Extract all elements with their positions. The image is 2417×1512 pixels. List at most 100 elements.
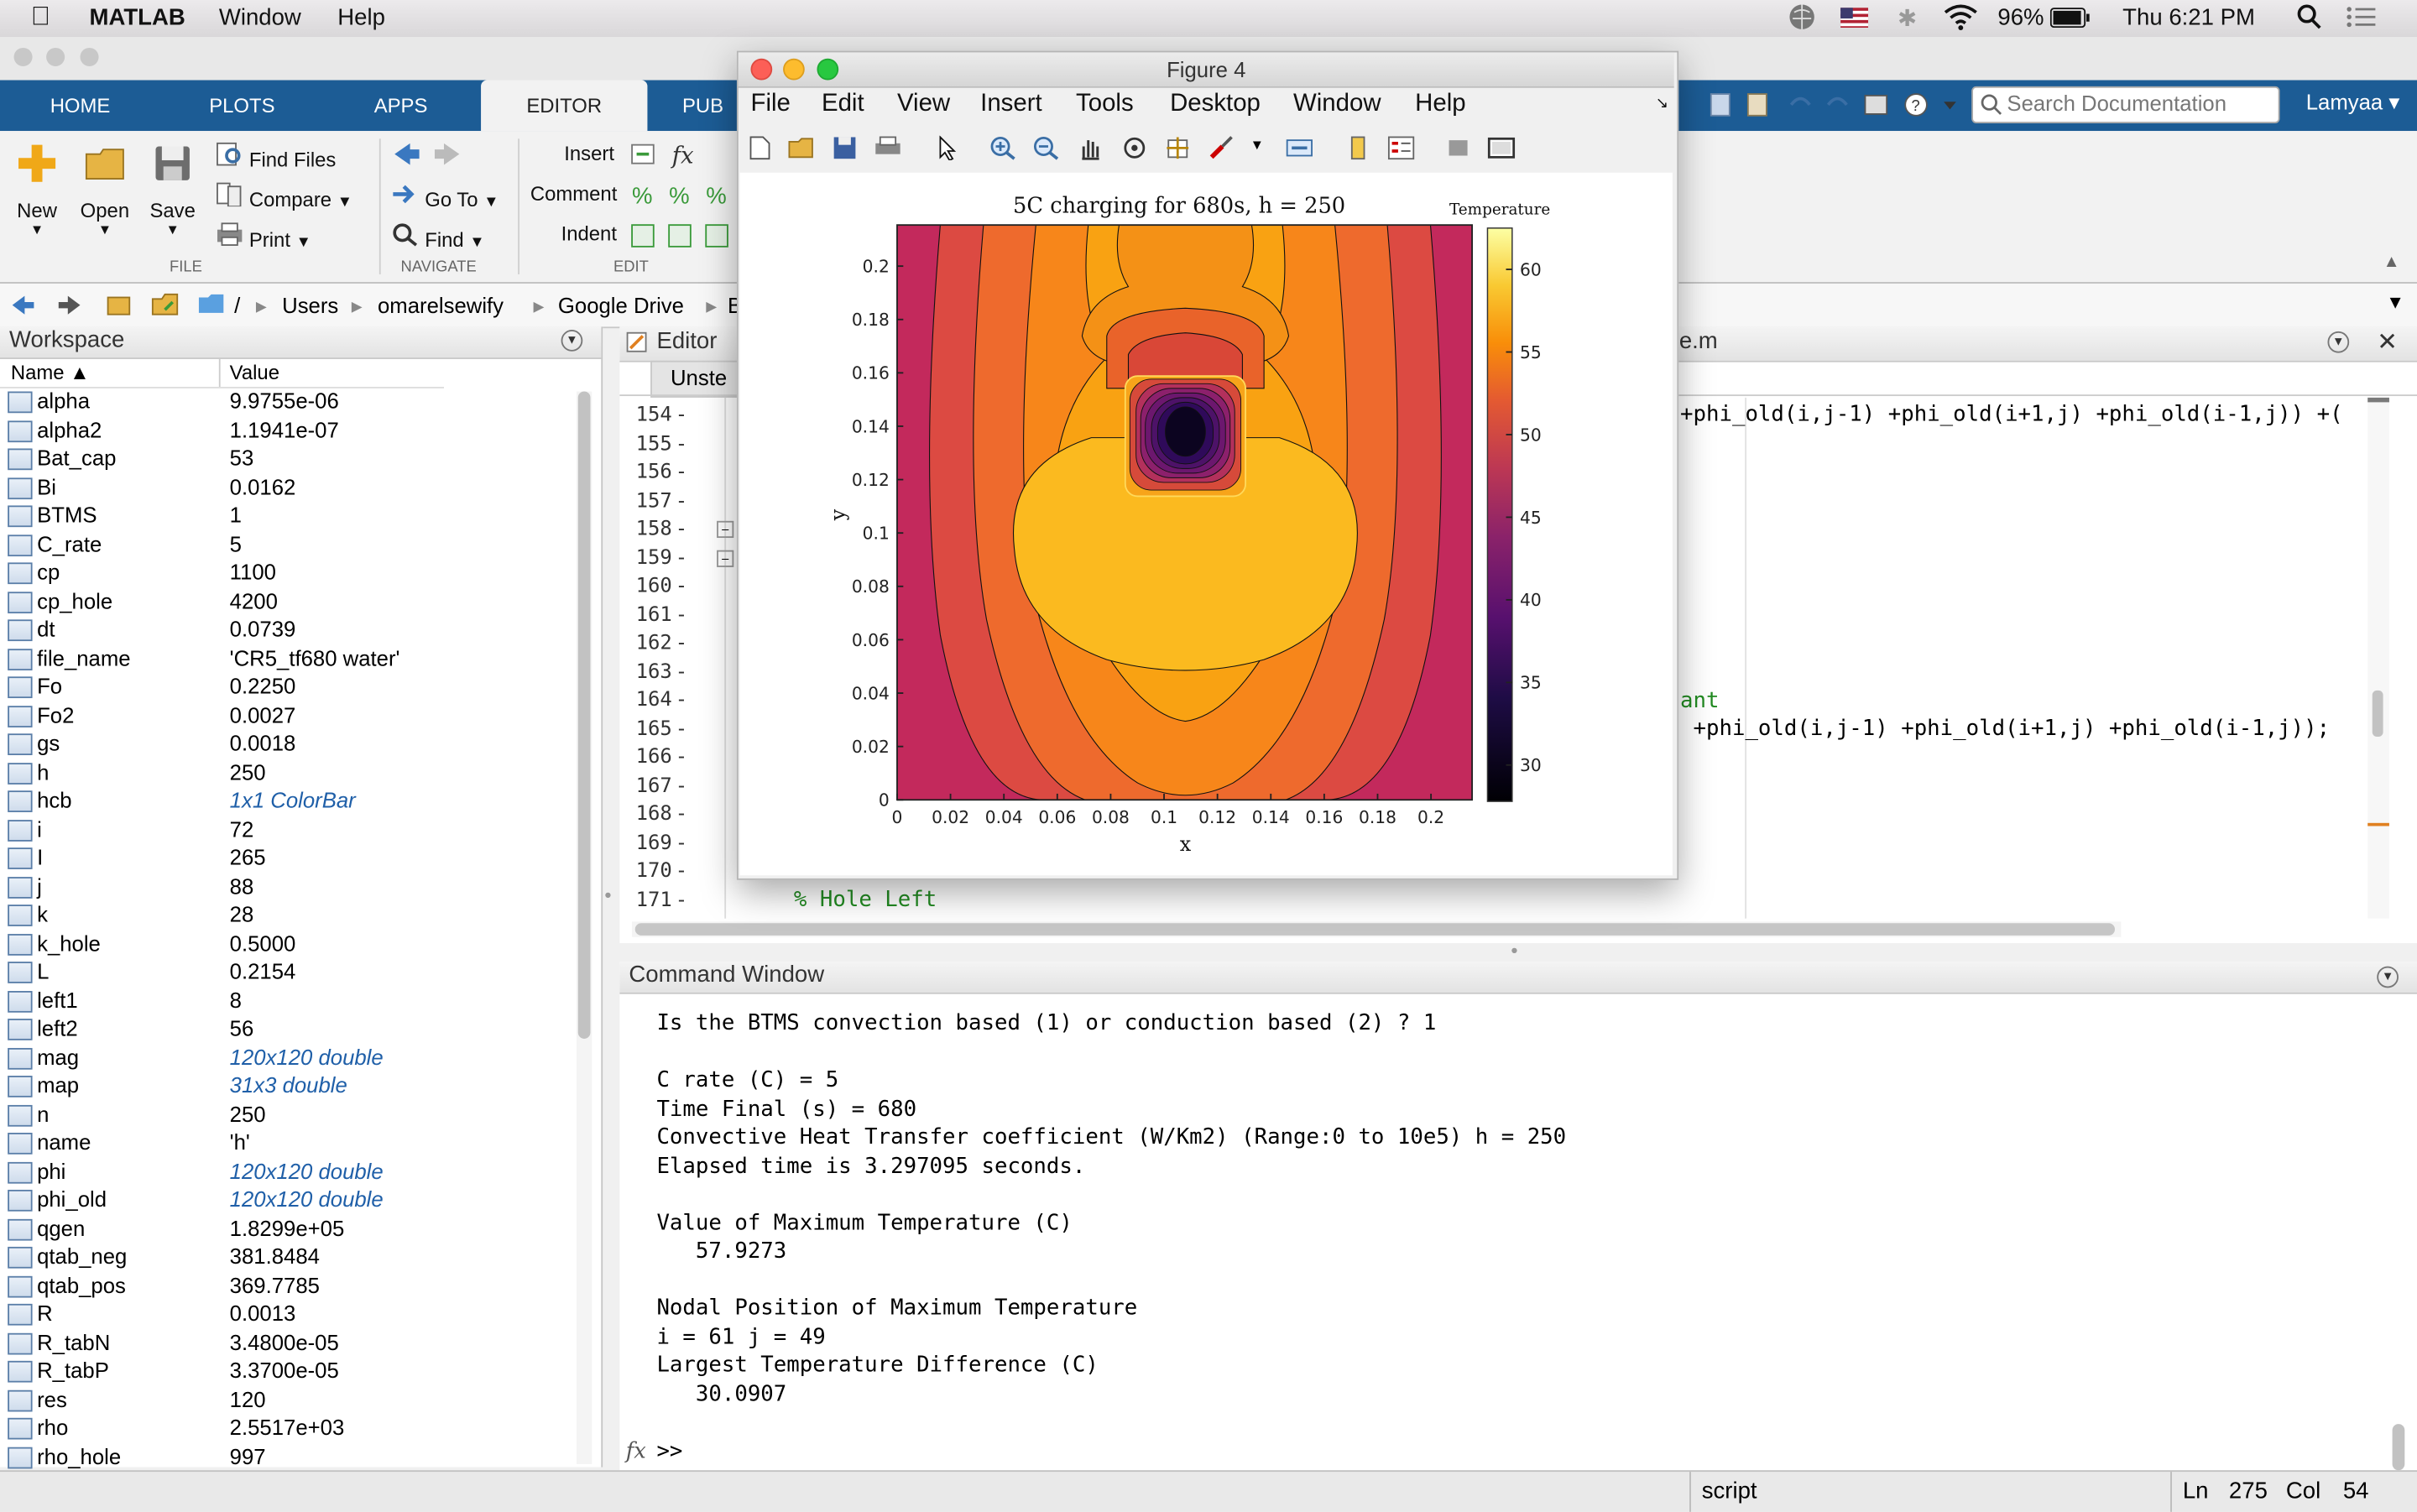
menubar-clock[interactable]: Thu 6:21 PM: [2122, 4, 2255, 31]
workspace-row-left2[interactable]: left2 56: [0, 1014, 573, 1043]
breakpoint-gutter[interactable]: -: [675, 717, 688, 741]
edit-tool-icons[interactable]: fx % % %: [629, 138, 737, 256]
breakpoint-gutter[interactable]: -: [675, 745, 688, 769]
breakpoint-gutter[interactable]: -: [675, 888, 688, 912]
print-button[interactable]: Print ▼: [216, 222, 311, 251]
figure-menu-edit[interactable]: Edit: [821, 91, 864, 117]
workspace-row-hcb[interactable]: hcb 1x1 ColorBar: [0, 786, 573, 815]
battery-icon[interactable]: [2049, 8, 2091, 34]
open-file-icon[interactable]: [788, 136, 816, 160]
workspace-row-left1[interactable]: left1 8: [0, 986, 573, 1014]
compare-button[interactable]: Compare ▼: [216, 182, 352, 211]
save-button[interactable]: Save ▼: [145, 142, 201, 237]
workspace-row-gs[interactable]: gs 0.0018: [0, 729, 573, 758]
workspace-row-name[interactable]: name 'h': [0, 1128, 573, 1156]
user-account-menu[interactable]: Lamyaa ▾: [2305, 89, 2400, 114]
new-button[interactable]: New ▼: [9, 142, 65, 237]
menubar-window[interactable]: Window: [218, 4, 301, 31]
workspace-row-rho[interactable]: rho 2.5517e+03: [0, 1413, 573, 1442]
figure-menu-insert[interactable]: Insert: [980, 91, 1042, 117]
figure-menu-desktop[interactable]: Desktop: [1170, 91, 1261, 117]
tab-editor[interactable]: EDITOR: [481, 80, 648, 132]
browse-folder-icon[interactable]: [151, 291, 179, 315]
spotlight-icon[interactable]: [2297, 3, 2321, 37]
insert-colorbar-icon[interactable]: [1344, 136, 1372, 160]
tab-plots[interactable]: PLOTS: [209, 94, 275, 117]
pan-hand-icon[interactable]: [1076, 136, 1104, 160]
path-segment-google-drive[interactable]: Google Drive: [557, 292, 684, 318]
code-fold-icon[interactable]: –: [717, 550, 734, 567]
figure-menu-tools[interactable]: Tools: [1076, 91, 1134, 117]
editor-scroll-thumb[interactable]: [2372, 690, 2383, 737]
workspace-row-Fo2[interactable]: Fo2 0.0027: [0, 701, 573, 729]
indent-button[interactable]: Indent: [561, 222, 617, 245]
figure-dock-icon[interactable]: ↘: [1655, 95, 1669, 113]
matlab-minimize-button[interactable]: [46, 47, 65, 66]
workspace-row-k[interactable]: k 28: [0, 900, 573, 929]
data-cursor-icon[interactable]: [1166, 136, 1193, 160]
breakpoint-gutter[interactable]: -: [675, 831, 688, 855]
rotate-3d-icon[interactable]: [1120, 136, 1148, 160]
workspace-actions-icon[interactable]: ▼: [561, 330, 583, 352]
workspace-row-phi_old[interactable]: phi_old 120x120 double: [0, 1185, 573, 1213]
editor-file-tab-suffix[interactable]: le.m: [1673, 328, 1718, 355]
workspace-row-L[interactable]: L 0.2154: [0, 957, 573, 986]
breakpoint-gutter[interactable]: -: [675, 546, 688, 570]
workspace-row-j[interactable]: j 88: [0, 872, 573, 900]
matlab-close-button[interactable]: [13, 47, 33, 66]
figure-menu-help[interactable]: Help: [1415, 91, 1466, 117]
breakpoint-gutter[interactable]: -: [675, 575, 688, 598]
contour-plot[interactable]: 5C charging for 680s, h = 250 0 0.02 0.04 0…: [740, 173, 1673, 876]
battery-percent[interactable]: 96%: [1997, 4, 2044, 31]
workspace-row-n[interactable]: n 250: [0, 1100, 573, 1129]
workspace-row-dt[interactable]: dt 0.0739: [0, 615, 573, 644]
comment-button[interactable]: Comment: [530, 182, 618, 206]
breakpoint-gutter[interactable]: -: [675, 660, 688, 684]
find-button[interactable]: Find ▼: [392, 222, 485, 251]
folder-nav-icons[interactable]: [9, 293, 138, 317]
path-segment-user[interactable]: omarelsewify: [378, 292, 504, 318]
workspace-scroll-thumb[interactable]: [577, 391, 591, 1039]
path-dropdown-icon[interactable]: ▼: [2386, 291, 2405, 313]
hide-plot-tools-icon[interactable]: [1444, 136, 1472, 160]
code-fold-icon[interactable]: –: [717, 520, 734, 539]
workspace-row-C_rate[interactable]: C_rate 5: [0, 529, 573, 558]
code-line-171[interactable]: % Hole Left: [793, 887, 937, 913]
breakpoint-gutter[interactable]: -: [675, 489, 688, 513]
matlab-zoom-button[interactable]: [80, 47, 99, 66]
print-figure-icon[interactable]: [874, 136, 901, 160]
workspace-row-Fo[interactable]: Fo 0.2250: [0, 672, 573, 701]
zoom-out-icon[interactable]: [1033, 136, 1061, 160]
command-prompt[interactable]: >>: [656, 1439, 683, 1464]
show-plot-tools-icon[interactable]: [1487, 136, 1516, 160]
collapse-ribbon-icon[interactable]: ▲: [2383, 253, 2400, 272]
go-to-button[interactable]: Go To ▼: [392, 182, 499, 211]
code-line-164[interactable]: ant: [1680, 689, 1720, 714]
tab-publish[interactable]: PUB: [681, 94, 724, 117]
breakpoint-gutter[interactable]: -: [675, 518, 688, 541]
breakpoint-gutter[interactable]: -: [675, 461, 688, 484]
figure-close-button[interactable]: [750, 58, 773, 81]
path-segment-users[interactable]: Users: [282, 292, 339, 318]
editor-actions-icon[interactable]: ▼: [2327, 331, 2350, 353]
breakpoint-gutter[interactable]: -: [675, 404, 688, 427]
breakpoint-gutter[interactable]: -: [675, 774, 688, 798]
workspace-scrollbar[interactable]: [576, 391, 593, 1464]
figure-menu-file[interactable]: File: [750, 91, 791, 117]
command-window-actions-icon[interactable]: ▼: [2377, 966, 2399, 988]
apple-icon[interactable]: : [31, 2, 50, 33]
zoom-in-icon[interactable]: [989, 136, 1017, 160]
code-line-154[interactable]: +phi_old(i,j-1) +phi_old(i+1,j) +phi_old…: [1680, 402, 2343, 427]
editor-scrollbar[interactable]: [2367, 397, 2389, 919]
column-name-header[interactable]: Name ▲: [10, 360, 90, 384]
breakpoint-gutter[interactable]: -: [675, 603, 688, 627]
workspace-row-Bat_cap[interactable]: Bat_cap 53: [0, 444, 573, 472]
command-scroll-thumb[interactable]: [2392, 1424, 2405, 1471]
workspace-row-rho_hole[interactable]: rho_hole 997: [0, 1442, 573, 1470]
workspace-row-mag[interactable]: mag 120x120 double: [0, 1043, 573, 1071]
brush-dropdown-icon[interactable]: ▼: [1250, 137, 1264, 153]
workspace-row-Bi[interactable]: Bi 0.0162: [0, 472, 573, 501]
flag-icon[interactable]: [1840, 8, 1869, 34]
workspace-row-qgen[interactable]: qgen 1.8299e+05: [0, 1213, 573, 1242]
insert-legend-icon[interactable]: [1387, 136, 1415, 160]
